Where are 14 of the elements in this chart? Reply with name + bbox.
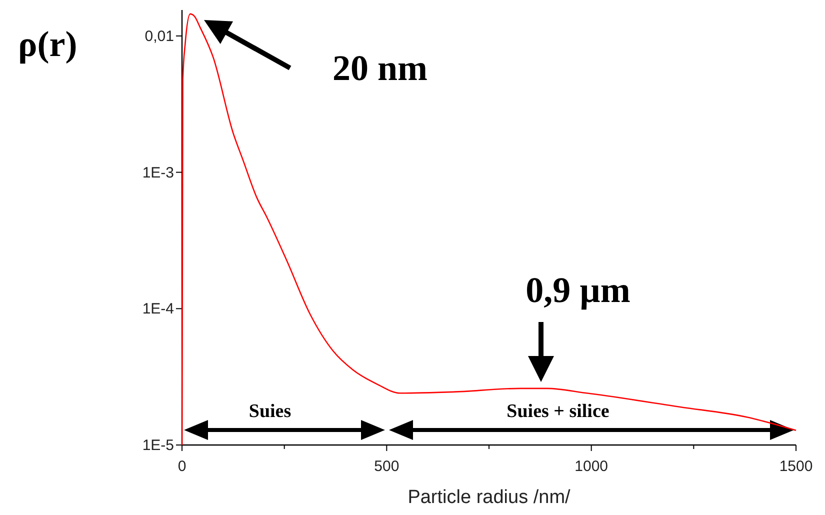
- y-axis-title: ρ(r): [18, 24, 78, 64]
- annotation: 0,9 µm: [526, 270, 630, 310]
- x-tick-label: 1000: [574, 458, 608, 475]
- annotation: Suies + silice: [506, 401, 610, 422]
- x-axis-title: Particle radius /nm/: [408, 487, 572, 508]
- y-tick-label: 1E-3: [142, 164, 174, 182]
- y-tick-label: 1E-4: [142, 300, 174, 318]
- annotation: Suies: [248, 401, 292, 422]
- x-tick-label: 1500: [779, 458, 813, 475]
- y-tick-label: 0,01: [144, 28, 174, 45]
- x-tick-label: 0: [178, 458, 186, 475]
- annotation: 20 nm: [332, 48, 428, 88]
- y-tick-label: 1E-5: [142, 437, 174, 454]
- x-tick-label: 500: [374, 458, 400, 475]
